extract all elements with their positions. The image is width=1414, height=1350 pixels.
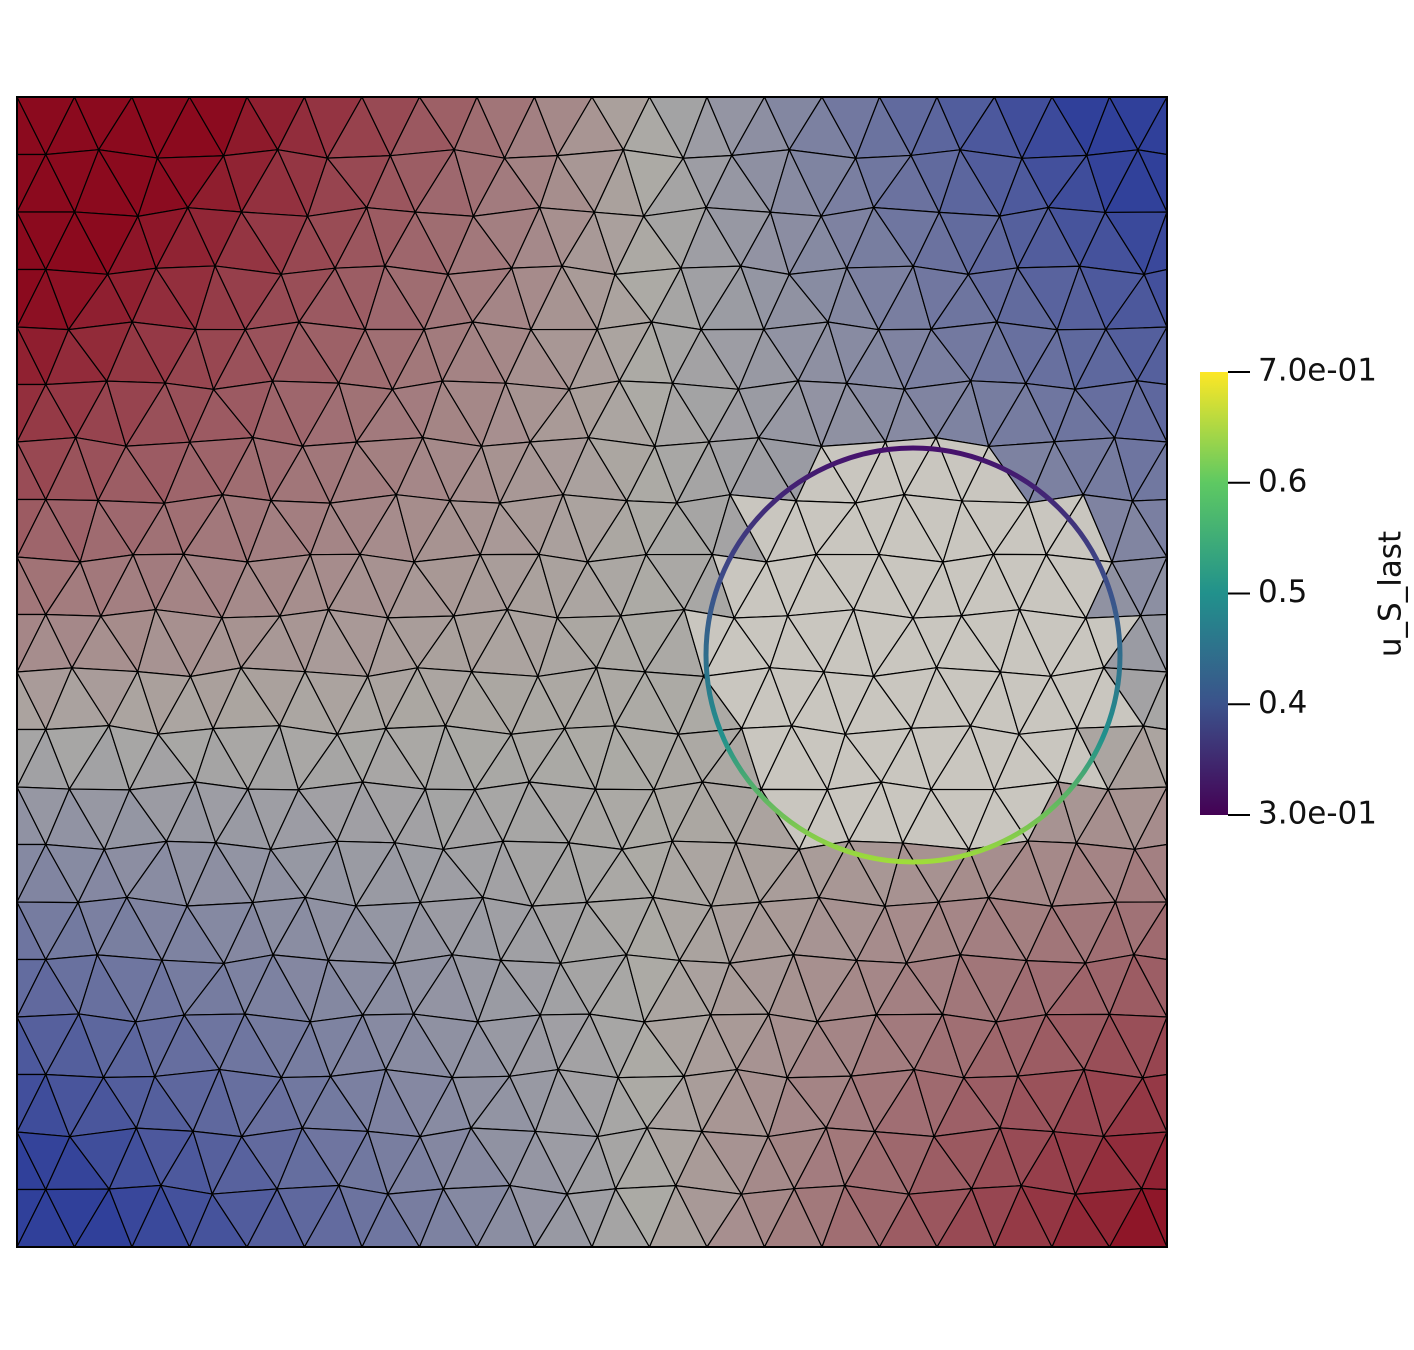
colorbar-tick-label: 3.0e-01 [1258,796,1377,832]
colorbar: u_S_last 7.0e-01 0.6 0.5 0.4 3.0e-01 [1200,353,1409,832]
colorbar-tick-label: 0.6 [1258,463,1307,499]
interface-ring [703,445,1123,865]
colorbar-tick-label: 7.0e-01 [1258,353,1377,389]
colorbar-ramp [1200,372,1228,815]
mesh [16,96,1168,1248]
colorbar-tick-label: 0.4 [1258,685,1307,721]
colorbar-title: u_S_last [1373,531,1409,657]
domain-border [16,96,1168,1248]
colorbar-tick-label: 0.5 [1258,574,1307,610]
